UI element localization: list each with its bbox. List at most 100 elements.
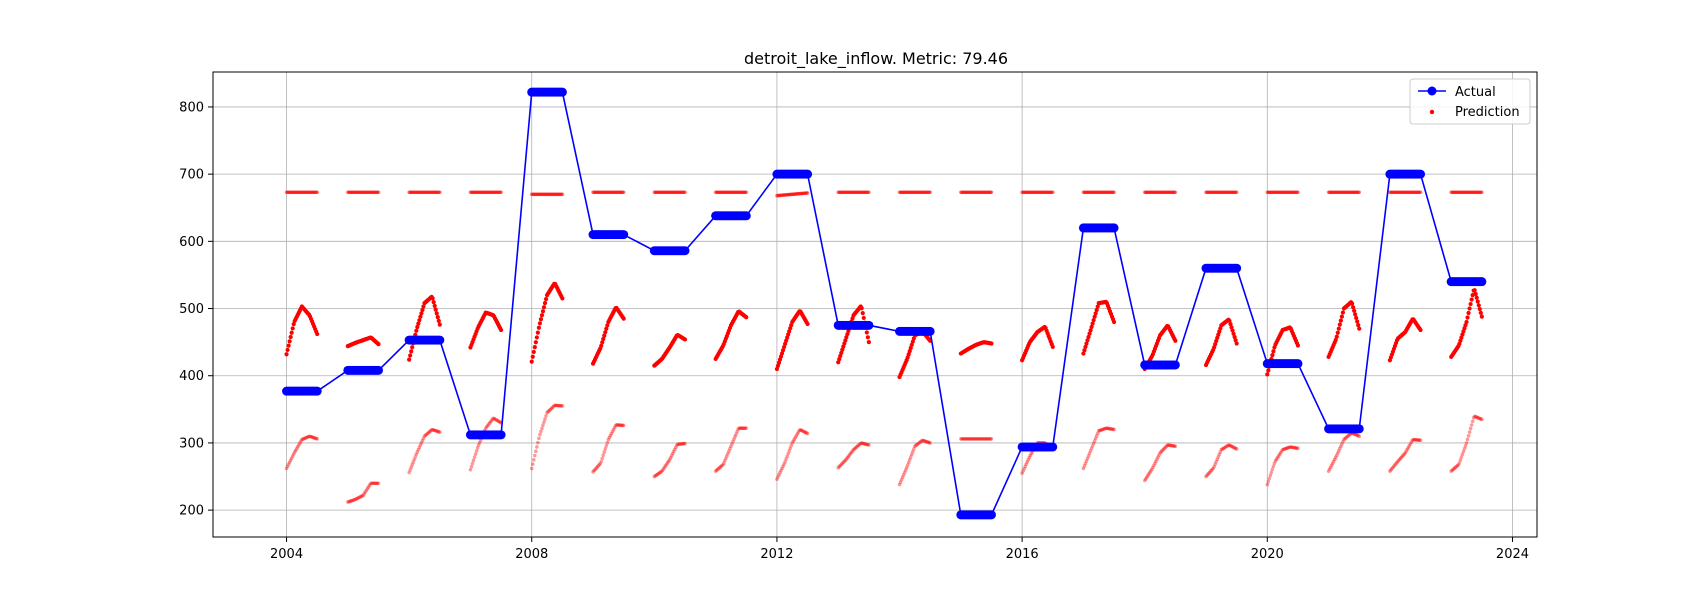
prediction-point: [899, 477, 904, 482]
prediction-point: [1416, 438, 1421, 442]
prediction-point: [430, 427, 435, 432]
prediction-point: [1148, 470, 1152, 475]
prediction-point: [358, 495, 362, 499]
prediction-point: [295, 444, 300, 449]
prediction-point: [667, 457, 672, 462]
prediction-point: [532, 345, 537, 350]
prediction-point: [1223, 445, 1228, 449]
prediction-point: [1231, 331, 1236, 336]
prediction-point: [1167, 443, 1172, 448]
prediction-point: [776, 475, 780, 479]
prediction-point: [483, 426, 488, 430]
x-tick-label: 2004: [270, 547, 303, 562]
actual-marker: [1048, 442, 1058, 452]
prediction-point: [671, 449, 676, 454]
prediction-point: [542, 420, 546, 424]
prediction-point: [609, 431, 614, 436]
prediction-point: [474, 449, 479, 453]
actual-marker: [986, 510, 996, 520]
prediction-point: [1232, 334, 1237, 340]
prediction-point: [289, 330, 294, 335]
prediction-point: [423, 433, 428, 438]
prediction-point: [1474, 295, 1479, 300]
actual-marker: [1416, 169, 1426, 179]
prediction-point: [593, 467, 597, 472]
prediction-point: [1337, 322, 1342, 327]
prediction-point: [790, 441, 795, 445]
prediction-point: [552, 403, 557, 408]
actual-marker: [741, 211, 751, 221]
prediction-point: [1395, 460, 1399, 465]
prediction-point: [546, 409, 550, 414]
prediction-point: [604, 444, 609, 448]
prediction-point: [1454, 464, 1459, 469]
prediction-point: [1473, 414, 1478, 419]
prediction-point: [1469, 423, 1474, 427]
prediction-point: [606, 437, 611, 442]
prediction-point: [410, 462, 415, 467]
prediction-point: [1109, 427, 1113, 431]
legend-prediction-label: Prediction: [1455, 105, 1520, 120]
prediction-point: [498, 327, 504, 333]
prediction-point: [1399, 455, 1403, 460]
prediction-point: [288, 334, 293, 340]
prediction-point: [1225, 444, 1230, 448]
x-tick-label: 2024: [1496, 547, 1529, 562]
prediction-point: [794, 433, 799, 438]
prediction-point: [1111, 319, 1117, 325]
prediction-point: [549, 406, 553, 411]
prediction-point: [904, 465, 909, 470]
prediction-point: [845, 455, 850, 460]
prediction-point: [864, 442, 868, 446]
prediction-point: [1356, 433, 1361, 438]
prediction-point: [533, 340, 538, 345]
prediction-point: [1227, 443, 1232, 448]
prediction-point: [1294, 446, 1298, 450]
prediction-point: [353, 497, 357, 502]
x-tick-label: 2012: [760, 547, 793, 562]
prediction-point: [1283, 446, 1288, 451]
prediction-point: [1334, 334, 1339, 339]
prediction-point: [284, 352, 289, 357]
prediction-point: [1233, 338, 1238, 343]
prediction-point: [660, 468, 665, 473]
prediction-point: [352, 498, 356, 502]
prediction-point: [1166, 443, 1171, 447]
prediction-point: [1335, 330, 1340, 335]
prediction-point: [555, 403, 560, 408]
prediction-point: [601, 336, 606, 342]
prediction-point: [432, 303, 437, 308]
prediction-point: [376, 190, 381, 195]
x-tick-label: 2016: [1006, 547, 1039, 562]
prediction-point: [1328, 465, 1333, 470]
prediction-point: [1290, 445, 1294, 450]
prediction-point: [1277, 452, 1282, 457]
prediction-point: [1449, 469, 1453, 473]
prediction-point: [1108, 426, 1112, 431]
prediction-point: [658, 470, 663, 475]
prediction-point: [543, 417, 547, 421]
prediction-point: [421, 436, 426, 441]
prediction-point: [1110, 427, 1114, 431]
prediction-point: [669, 453, 674, 458]
prediction-point: [652, 474, 657, 479]
prediction-point: [1096, 429, 1101, 433]
prediction-point: [715, 467, 720, 472]
prediction-point: [1339, 444, 1343, 449]
prediction-point: [1285, 446, 1290, 450]
prediction-point: [417, 318, 422, 323]
y-tick-label: 600: [179, 235, 204, 250]
prediction-point: [959, 437, 963, 441]
prediction-point: [1102, 427, 1106, 431]
prediction-point: [1217, 452, 1222, 457]
actual-marker: [1293, 359, 1303, 369]
actual-marker: [1170, 360, 1180, 370]
prediction-point: [1346, 434, 1350, 438]
prediction-point: [1155, 457, 1159, 461]
prediction-point: [744, 426, 749, 430]
prediction-point: [989, 437, 994, 441]
prediction-point: [414, 328, 419, 333]
prediction-point: [1417, 438, 1422, 442]
prediction-point: [965, 437, 969, 441]
prediction-point: [673, 445, 678, 450]
